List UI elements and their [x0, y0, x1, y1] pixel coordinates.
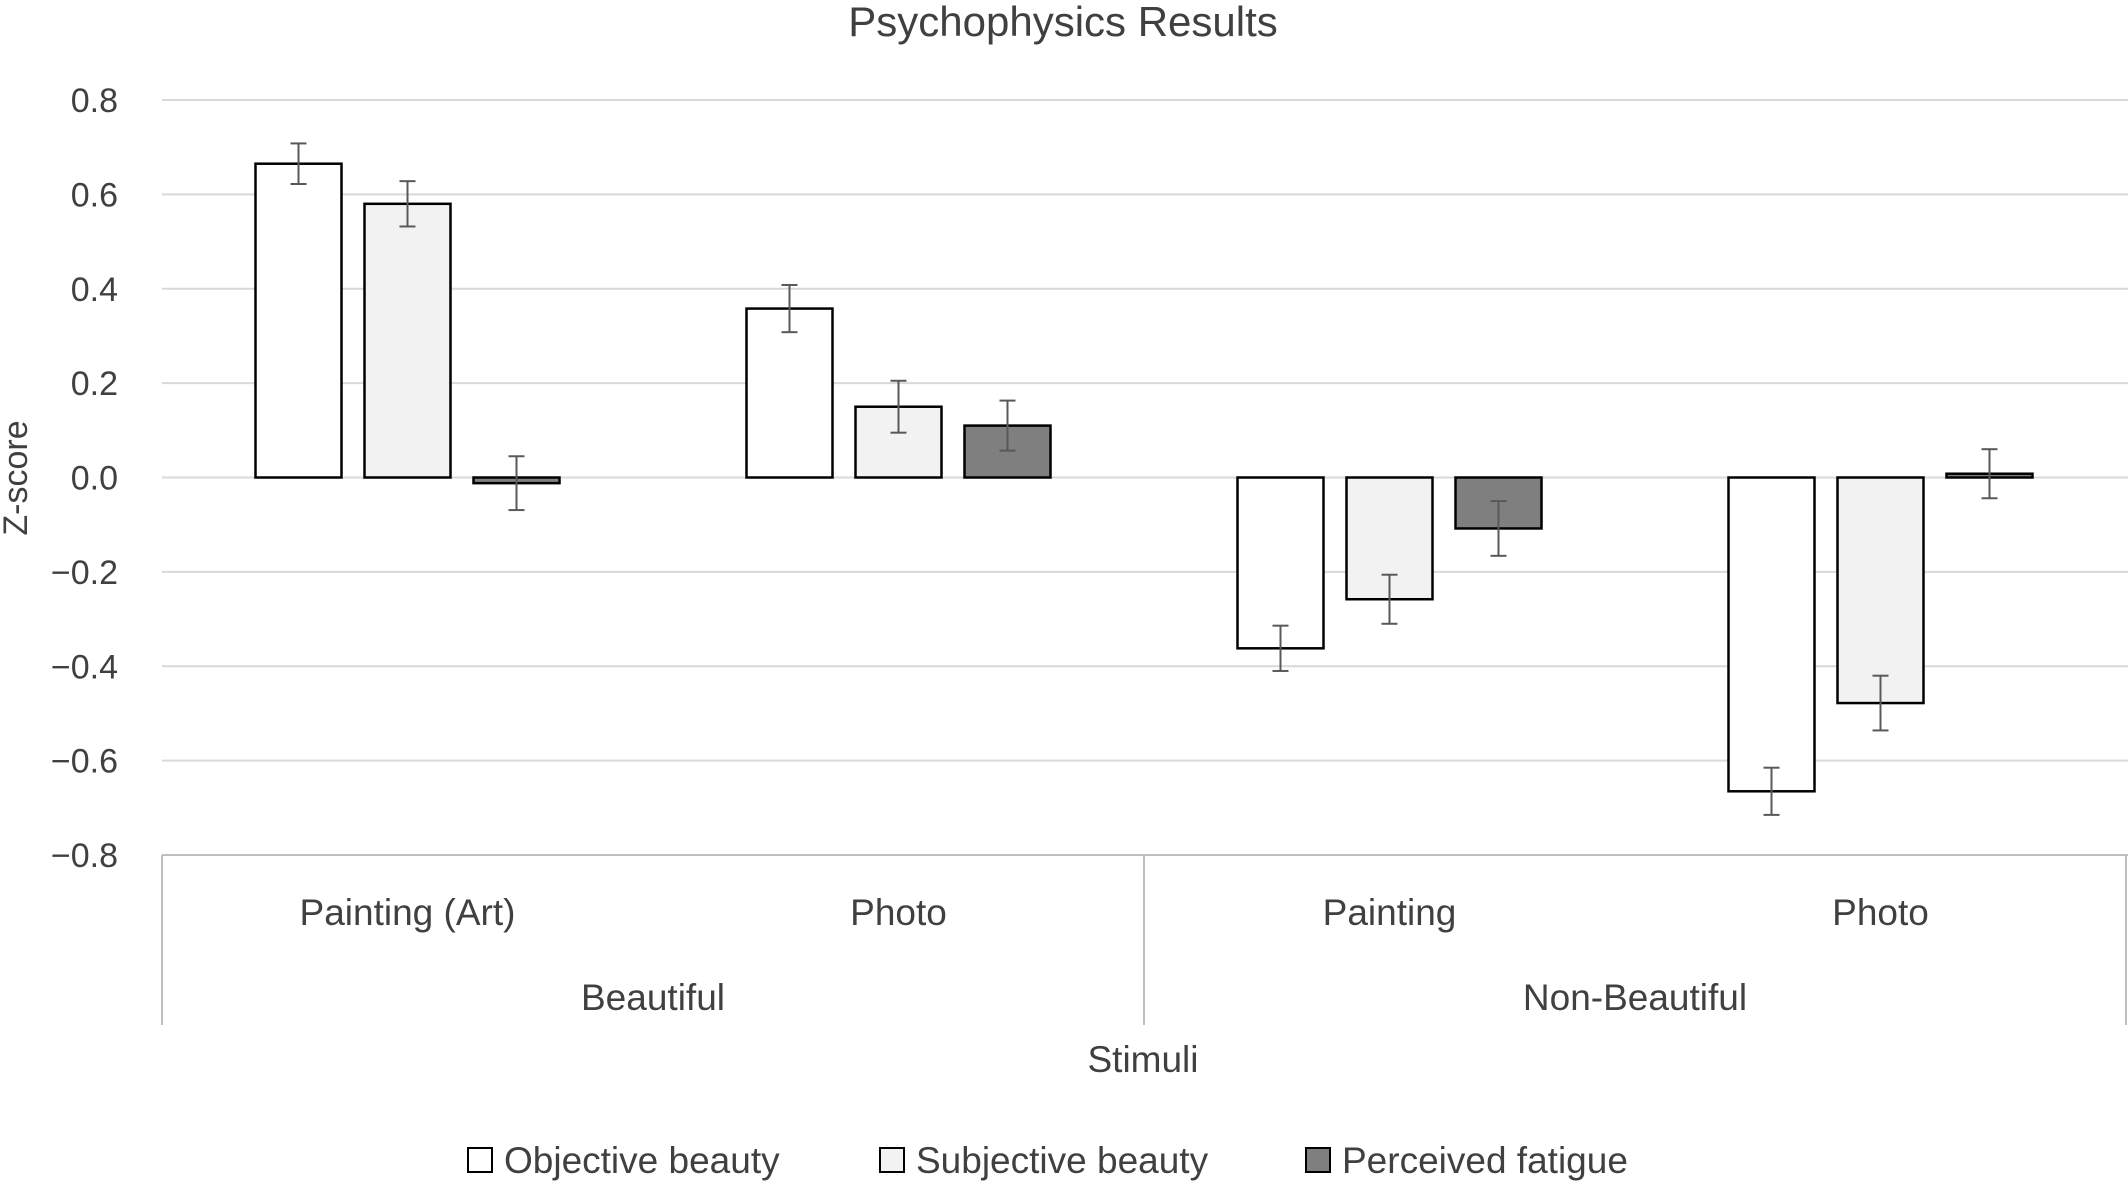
- y-tick-label: 0.2: [71, 365, 118, 403]
- y-tick-label: −0.6: [51, 743, 118, 781]
- legend-swatch: [467, 1147, 493, 1173]
- x-axis-label: Stimuli: [1087, 1039, 1198, 1080]
- chart-title: Psychophysics Results: [848, 0, 1278, 45]
- x-group-label: Non-Beautiful: [1523, 977, 1747, 1018]
- legend: Objective beauty Subjective beauty Perceiv…: [467, 1140, 1628, 1181]
- error-bar: [890, 379, 907, 434]
- bar: [854, 405, 943, 479]
- error-bar: [999, 399, 1016, 452]
- x-axis: Painting (Art) Photo Beautiful Painting Phot…: [161, 854, 2128, 1025]
- error-bar: [1872, 674, 1889, 732]
- bar: [363, 202, 452, 479]
- bar: [1727, 476, 1816, 793]
- bar: [1836, 476, 1925, 705]
- x-tick-label: Photo: [850, 892, 947, 933]
- y-tick-label: −0.4: [51, 648, 118, 686]
- legend-swatch: [1305, 1147, 1331, 1173]
- legend-swatch: [879, 1147, 905, 1173]
- error-bar: [290, 142, 307, 185]
- y-tick-label: −0.2: [51, 554, 118, 592]
- bar: [745, 307, 834, 479]
- error-bar: [1763, 766, 1780, 816]
- legend-item: Perceived fatigue: [1305, 1140, 1628, 1181]
- error-bar: [1272, 624, 1289, 672]
- x-tick-label: Painting: [1323, 892, 1457, 933]
- bar: [254, 162, 343, 479]
- legend-label: Perceived fatigue: [1342, 1140, 1628, 1181]
- x-tick-label: Photo: [1832, 892, 1929, 933]
- error-bar: [399, 180, 416, 228]
- y-tick-label: 0.4: [71, 271, 118, 309]
- error-bar: [508, 455, 525, 512]
- y-tick-label: 0.0: [71, 460, 118, 498]
- x-group-label: Beautiful: [581, 977, 725, 1018]
- error-bars: [290, 142, 1998, 816]
- y-tick-label: 0.6: [71, 176, 118, 214]
- error-bar: [1381, 573, 1398, 625]
- error-bar: [1981, 448, 1998, 500]
- bars: [254, 162, 2034, 793]
- legend-item: Subjective beauty: [879, 1140, 1209, 1181]
- bar: [1236, 476, 1325, 650]
- legend-label: Objective beauty: [504, 1140, 780, 1181]
- y-tick-label: −0.8: [51, 837, 118, 875]
- legend-label: Subjective beauty: [916, 1140, 1209, 1181]
- gridlines: [162, 99, 2128, 856]
- x-tick-label: Painting (Art): [300, 892, 516, 933]
- y-tick-label: 0.8: [71, 82, 118, 120]
- legend-item: Objective beauty: [467, 1140, 780, 1181]
- error-bar: [781, 283, 798, 334]
- y-axis-label: Z-score: [0, 420, 35, 535]
- error-bar: [1490, 500, 1507, 557]
- y-axis-ticks: 0.8 0.6 0.4 0.2 0.0 −0.2 −0.4 −0.6 −0.8: [51, 82, 118, 875]
